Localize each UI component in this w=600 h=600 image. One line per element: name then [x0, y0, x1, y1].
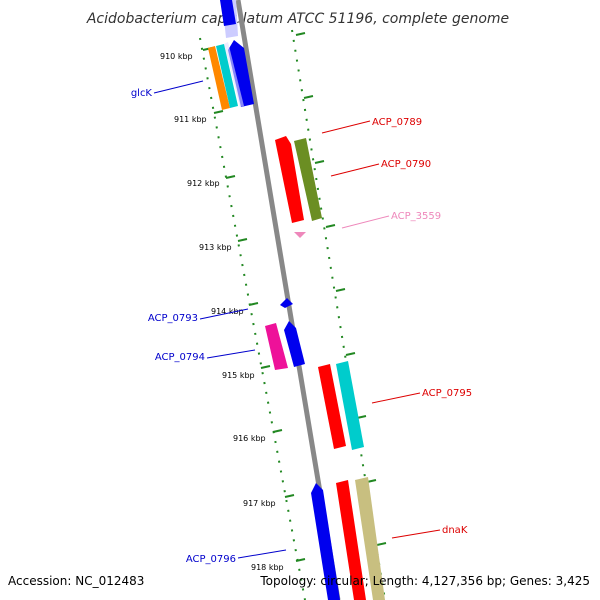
- tick-mark: [295, 558, 306, 562]
- gene-cluster-top: [208, 0, 254, 110]
- gene-ACP_0790[interactable]: [294, 138, 322, 221]
- gene-ACP_0793[interactable]: [265, 323, 288, 370]
- gene-cluster-911: [275, 136, 322, 238]
- gene-top-shadow: [224, 42, 244, 107]
- tick-mark: [213, 110, 224, 114]
- gene-ACP_3559[interactable]: [294, 232, 306, 238]
- label-ACP_0794[interactable]: ACP_0794: [155, 352, 205, 363]
- tick-mark: [325, 224, 336, 228]
- gene-ACP_0789[interactable]: [275, 136, 304, 223]
- gene-ACP_0794[interactable]: [284, 321, 305, 367]
- leader-ACP_0790: [330, 163, 380, 177]
- gene-glcK[interactable]: [228, 40, 254, 107]
- tick-mark: [260, 365, 271, 369]
- tick-label: 918 kbp: [251, 563, 284, 572]
- label-ACP_0796[interactable]: ACP_0796: [186, 554, 236, 565]
- leader-ACP_0794: [206, 349, 256, 359]
- gene-blue-small-914[interactable]: [280, 298, 293, 308]
- tick-mark: [335, 288, 346, 292]
- tick-label: 911 kbp: [174, 115, 207, 124]
- tick-label: 913 kbp: [199, 243, 232, 252]
- tick-labels: 910 kbp 911 kbp 912 kbp 913 kbp 914 kbp …: [160, 52, 284, 572]
- tick-mark: [284, 494, 295, 498]
- gene-orange[interactable]: [208, 46, 230, 110]
- gene-cyan-top[interactable]: [216, 44, 238, 108]
- label-dnaK[interactable]: dnaK: [442, 525, 468, 536]
- tick-label: 910 kbp: [160, 52, 193, 61]
- tick-mark: [225, 175, 236, 179]
- label-ACP_0790[interactable]: ACP_0790: [381, 159, 431, 170]
- gene-ACP_0796[interactable]: [311, 483, 340, 600]
- tick-mark: [345, 352, 356, 356]
- tick-mark: [376, 542, 387, 546]
- tick-mark: [295, 32, 306, 36]
- tick-mark: [237, 238, 248, 242]
- genome-summary-text: Topology: circular; Length: 4,127,356 bp…: [260, 574, 590, 588]
- leader-dnaK: [391, 529, 441, 539]
- gene-labels: glcK ACP_0789 ACP_0790 ACP_3559 ACP_0793…: [131, 80, 472, 565]
- label-ACP_0795[interactable]: ACP_0795: [422, 388, 472, 399]
- leader-ACP_0789: [321, 120, 371, 134]
- tick-label: 915 kbp: [222, 371, 255, 380]
- accession-text: Accession: NC_012483: [8, 574, 145, 588]
- gene-red-915[interactable]: [318, 364, 346, 449]
- gene-dnaK[interactable]: [355, 477, 385, 600]
- leader-ACP_0795: [371, 392, 421, 404]
- leader-ACP_3559: [341, 215, 390, 229]
- gene-top-blue-small[interactable]: [220, 0, 236, 26]
- label-ACP_0793[interactable]: ACP_0793: [148, 313, 198, 324]
- tick-label: 916 kbp: [233, 434, 266, 443]
- gene-ACP_0795[interactable]: [336, 361, 364, 450]
- tick-mark: [248, 302, 259, 306]
- leader-glcK: [153, 80, 204, 94]
- tick-label: 914 kbp: [211, 307, 244, 316]
- label-ACP_3559[interactable]: ACP_3559: [391, 211, 441, 222]
- gene-red-917[interactable]: [336, 480, 366, 600]
- label-glcK[interactable]: glcK: [131, 88, 153, 99]
- gene-cluster-915: [318, 361, 364, 450]
- map-title: Acidobacterium capsulatum ATCC 51196, co…: [86, 11, 509, 27]
- tick-mark: [272, 429, 283, 433]
- label-ACP_0789[interactable]: ACP_0789: [372, 117, 422, 128]
- tick-label: 917 kbp: [243, 499, 276, 508]
- tick-mark: [303, 95, 314, 99]
- leader-ACP_0793: [199, 308, 249, 320]
- gene-cluster-917: [311, 477, 385, 600]
- gene-cluster-914: [265, 298, 305, 370]
- tick-label: 912 kbp: [187, 179, 220, 188]
- leader-ACP_0796: [237, 549, 287, 559]
- tick-mark: [314, 160, 325, 164]
